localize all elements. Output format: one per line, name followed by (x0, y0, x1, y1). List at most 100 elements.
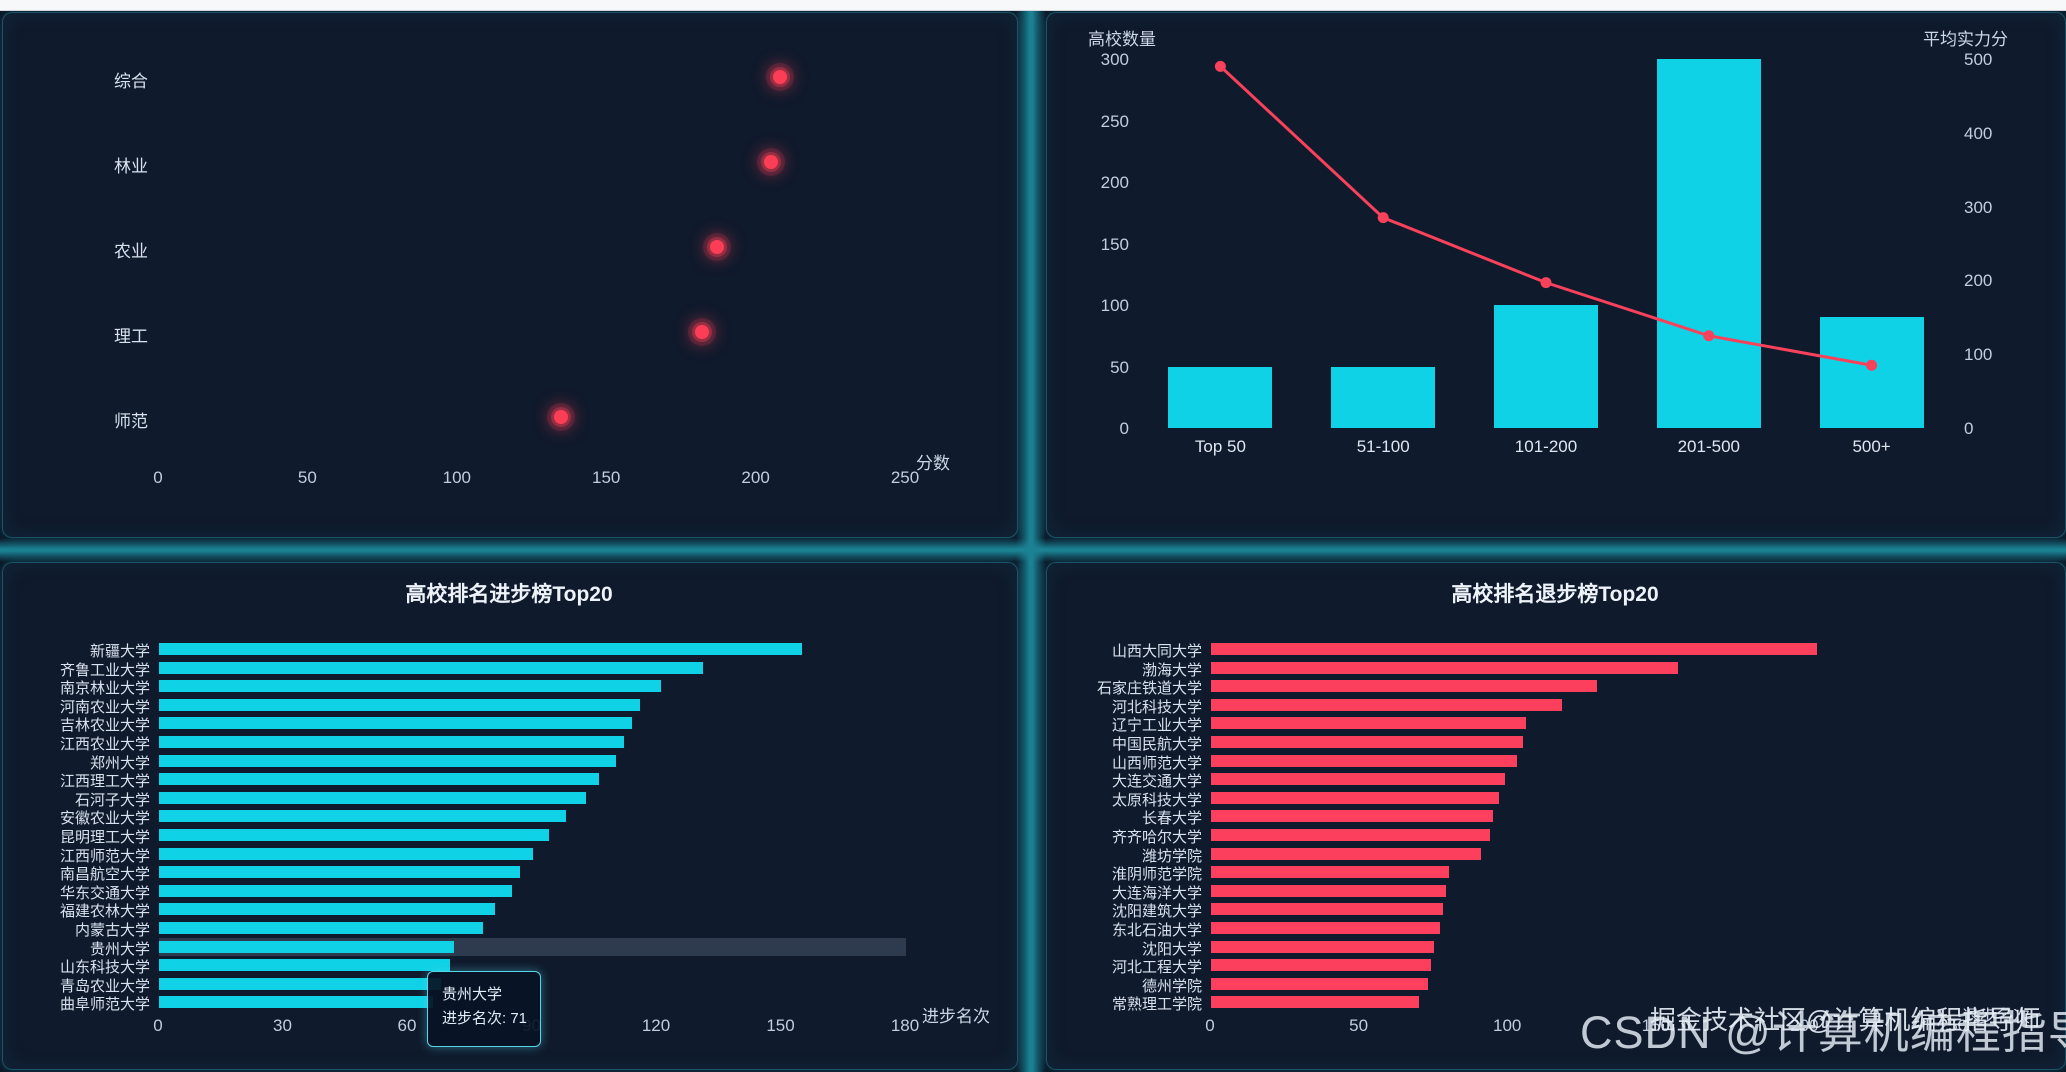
scatter-point[interactable] (763, 155, 778, 170)
hbar-bar[interactable] (159, 959, 450, 972)
scatter-x-tick-label: 250 (890, 468, 920, 487)
hbar-bar[interactable] (1211, 847, 1482, 860)
hbar-bar[interactable] (159, 791, 587, 804)
hbar-x-tick-label: 250 (1938, 1016, 1968, 1035)
combo-x-category-label: Top 50 (1194, 437, 1246, 456)
hbar-bar[interactable] (159, 866, 521, 879)
hbar-category-label: 南京林业大学 (59, 680, 150, 698)
hbar-category-label: 德州学院 (1141, 977, 1202, 995)
hbar-bar[interactable] (159, 996, 433, 1009)
hbar-bar[interactable] (159, 847, 533, 860)
combo-right-tick-label: 500 (1964, 50, 1993, 69)
hbar-bar[interactable] (1211, 922, 1440, 934)
scatter-point[interactable] (694, 324, 709, 339)
hbar-bar[interactable] (159, 680, 662, 693)
hbar-category-label: 曲阜师范大学 (59, 996, 150, 1014)
hbar-category-label: 青岛农业大学 (59, 977, 150, 995)
hbar-bar[interactable] (1211, 810, 1494, 823)
hbar-bar[interactable] (159, 773, 599, 786)
hbar-bar[interactable] (159, 977, 442, 990)
hbar-category-label: 福建农林大学 (59, 903, 150, 921)
combo-bar[interactable] (1331, 366, 1436, 428)
hbar-bar[interactable] (1211, 680, 1598, 693)
hbar-bar[interactable] (1211, 754, 1518, 767)
combo-right-tick-label: 400 (1964, 123, 1993, 143)
progress-x-axis-name: 进步名次 (922, 1007, 990, 1026)
panel-category-scatter (2, 12, 1018, 538)
hbar-x-tick-label: 100 (1493, 1016, 1522, 1035)
hbar-bar[interactable] (1211, 791, 1500, 804)
watermark-juejin: 掘金技术社区@计算机编程指导师 (1650, 1005, 2041, 1035)
panel-divider-horizontal (0, 538, 2066, 562)
scatter-category-label: 理工 (114, 326, 148, 346)
combo-left-tick-label: 200 (1100, 173, 1129, 192)
hbar-bar[interactable] (1211, 717, 1527, 730)
hbar-bar[interactable] (1211, 866, 1449, 879)
scatter-x-tick-label: 150 (592, 468, 621, 487)
hbar-category-label: 石家庄铁道大学 (1096, 680, 1202, 698)
hbar-bar[interactable] (159, 754, 616, 767)
combo-x-category-label: 101-200 (1514, 437, 1578, 456)
scatter-point[interactable] (554, 409, 569, 424)
hbar-category-label: 南昌航空大学 (59, 866, 150, 884)
tooltip-value: 进步名次: 71 (442, 1010, 528, 1027)
scatter-point[interactable] (772, 70, 787, 85)
hbar-bar[interactable] (1211, 698, 1562, 711)
scatter-x-tick-label: 100 (442, 468, 471, 487)
combo-line-point[interactable] (1214, 60, 1226, 72)
watermark-csdn: CSDN @计算机编程指导师 (1580, 1007, 2066, 1058)
hbar-bar[interactable] (159, 736, 624, 748)
hbar-bar[interactable] (1211, 996, 1420, 1009)
hbar-bar[interactable] (1211, 773, 1506, 786)
hbar-bar[interactable] (159, 661, 703, 674)
hbar-bar[interactable] (159, 884, 512, 897)
hbar-bar[interactable] (1211, 736, 1524, 748)
hbar-category-label: 潍坊学院 (1141, 847, 1202, 865)
combo-line-point[interactable] (1377, 212, 1389, 224)
scatter-point[interactable] (709, 240, 724, 254)
combo-bar[interactable] (1656, 59, 1761, 428)
hbar-category-label: 常熟理工学院 (1111, 996, 1202, 1014)
hbar-bar[interactable] (159, 922, 483, 934)
hbar-bar[interactable] (1211, 903, 1443, 916)
combo-bar[interactable] (1494, 305, 1598, 428)
combo-bar[interactable] (1819, 317, 1924, 428)
scatter-category-label: 综合 (114, 72, 148, 92)
hbar-category-label: 江西理工大学 (59, 773, 150, 791)
hbar-bar[interactable] (1211, 940, 1434, 953)
hbar-bar[interactable] (159, 717, 633, 730)
hbar-x-tick-label: 200 (1790, 1016, 1819, 1035)
combo-right-tick-label: 100 (1964, 345, 1993, 365)
hbar-bar[interactable] (159, 810, 566, 823)
combo-line-point[interactable] (1703, 330, 1715, 342)
scatter-category-label: 师范 (114, 411, 148, 431)
hbar-bar[interactable] (159, 698, 641, 711)
combo-left-tick-label: 250 (1100, 111, 1129, 131)
hbar-bar[interactable] (1211, 959, 1431, 972)
hbar-category-label: 内蒙古大学 (74, 922, 150, 939)
decline-chart-title: 高校排名退步榜Top20 (1451, 583, 1659, 606)
hbar-bar[interactable] (1211, 884, 1446, 897)
hbar-bar[interactable] (1211, 829, 1491, 841)
combo-left-tick-label: 300 (1100, 50, 1129, 69)
combo-line-point[interactable] (1866, 359, 1878, 371)
hbar-category-label: 太原科技大学 (1111, 791, 1202, 809)
hbar-category-label: 江西师范大学 (59, 847, 150, 865)
combo-line-point[interactable] (1540, 277, 1552, 289)
hbar-category-label: 沈阳大学 (1141, 940, 1202, 958)
hbar-category-label: 东北石油大学 (1111, 922, 1202, 939)
hbar-category-label: 河北工程大学 (1111, 959, 1202, 977)
scatter-category-label: 林业 (114, 157, 148, 177)
hbar-bar[interactable] (1211, 643, 1818, 655)
hbar-bar[interactable] (159, 643, 803, 655)
hbar-bar[interactable] (159, 940, 454, 953)
panel-tier-combo (1046, 12, 2066, 538)
hbar-bar[interactable] (159, 829, 550, 841)
combo-bar[interactable] (1168, 366, 1273, 428)
scatter-x-tick-label: 50 (297, 468, 317, 487)
hbar-bar[interactable] (159, 903, 496, 916)
combo-left-tick-label: 0 (1119, 419, 1129, 438)
hbar-bar[interactable] (1211, 661, 1678, 674)
hbar-bar[interactable] (1211, 977, 1428, 990)
hbar-category-label: 石河子大学 (74, 791, 150, 809)
